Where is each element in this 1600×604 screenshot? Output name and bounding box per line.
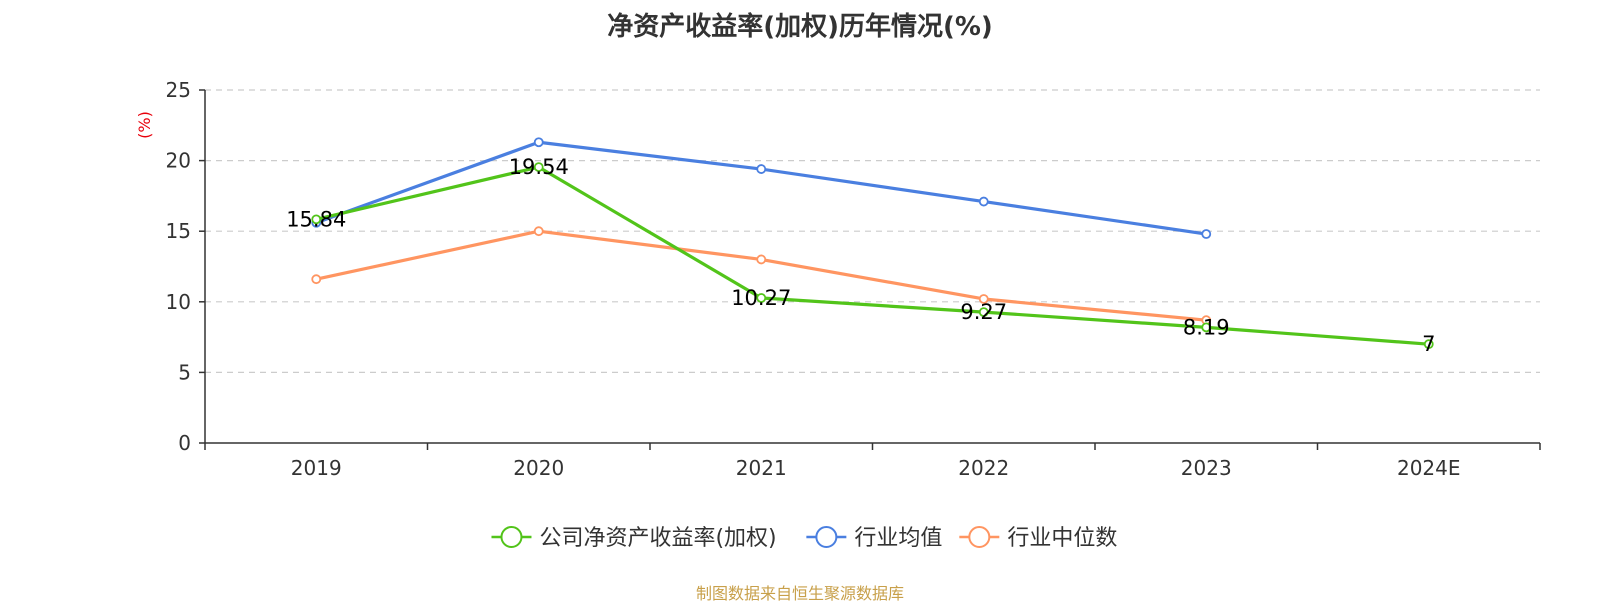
series-point <box>311 274 322 285</box>
x-tick-label: 2024E <box>1397 456 1461 480</box>
series-point <box>311 214 322 225</box>
y-tick-label: 15 <box>166 219 191 243</box>
y-tick-label: 0 <box>178 431 191 455</box>
legend-label: 行业中位数 <box>1007 526 1117 551</box>
data-label: 15.84 <box>286 207 346 231</box>
series-point <box>756 293 767 303</box>
legend-swatch-marker <box>500 526 523 548</box>
series-point <box>978 307 989 318</box>
legend-item: 公司净资产收益率(加权) <box>491 526 777 551</box>
legend-label: 行业均值 <box>854 526 942 551</box>
series-point <box>533 226 544 237</box>
series-point <box>1201 322 1212 333</box>
legend-item: 行业均值 <box>806 526 942 551</box>
legend-swatch-marker <box>968 526 991 548</box>
chart-title: 净资产收益率(加权)历年情况(%) <box>607 12 993 42</box>
series-point <box>533 162 544 172</box>
data-label: 7 <box>1422 332 1435 356</box>
series-line <box>315 165 1429 346</box>
x-tick-label: 2020 <box>513 456 564 480</box>
x-tick-label: 2021 <box>736 456 787 480</box>
x-tick-label: 2019 <box>291 456 342 480</box>
data-labels: 15.84 19.54 10.27 9.27 8.19 7 <box>286 155 1435 356</box>
legend-swatch-marker <box>815 526 838 548</box>
grid-lines <box>205 89 1540 373</box>
source-note: 制图数据来自恒生聚源数据库 <box>695 584 904 603</box>
x-tick-label: 2023 <box>1181 456 1232 480</box>
y-tick-label: 10 <box>166 290 191 314</box>
series-point <box>756 254 767 265</box>
x-tick-label: 2022 <box>958 456 1009 480</box>
legend: 公司净资产收益率(加权) 行业均值 行业中位数 <box>491 526 1117 551</box>
series-point <box>1201 229 1212 239</box>
legend-item: 行业中位数 <box>959 526 1117 551</box>
data-label: 19.54 <box>509 155 569 179</box>
y-tick-label: 25 <box>166 78 191 102</box>
axes: 0 5 10 15 20 25 (%) 2019 2020 2021 2022 2023 2024E <box>135 78 1541 480</box>
series-point <box>978 196 989 207</box>
y-tick-label: 20 <box>166 149 191 173</box>
y-tick-label: 5 <box>178 360 191 384</box>
legend-label: 公司净资产收益率(加权) <box>539 526 776 551</box>
data-label: 9.27 <box>960 300 1007 324</box>
series-point <box>1423 339 1434 350</box>
data-label: 8.19 <box>1183 315 1230 339</box>
data-label: 10.27 <box>731 286 791 310</box>
series-point <box>533 137 544 148</box>
series-point <box>756 164 767 174</box>
y-axis-label: (%) <box>135 111 154 139</box>
series-point <box>978 294 989 304</box>
series-lines <box>311 137 1434 350</box>
